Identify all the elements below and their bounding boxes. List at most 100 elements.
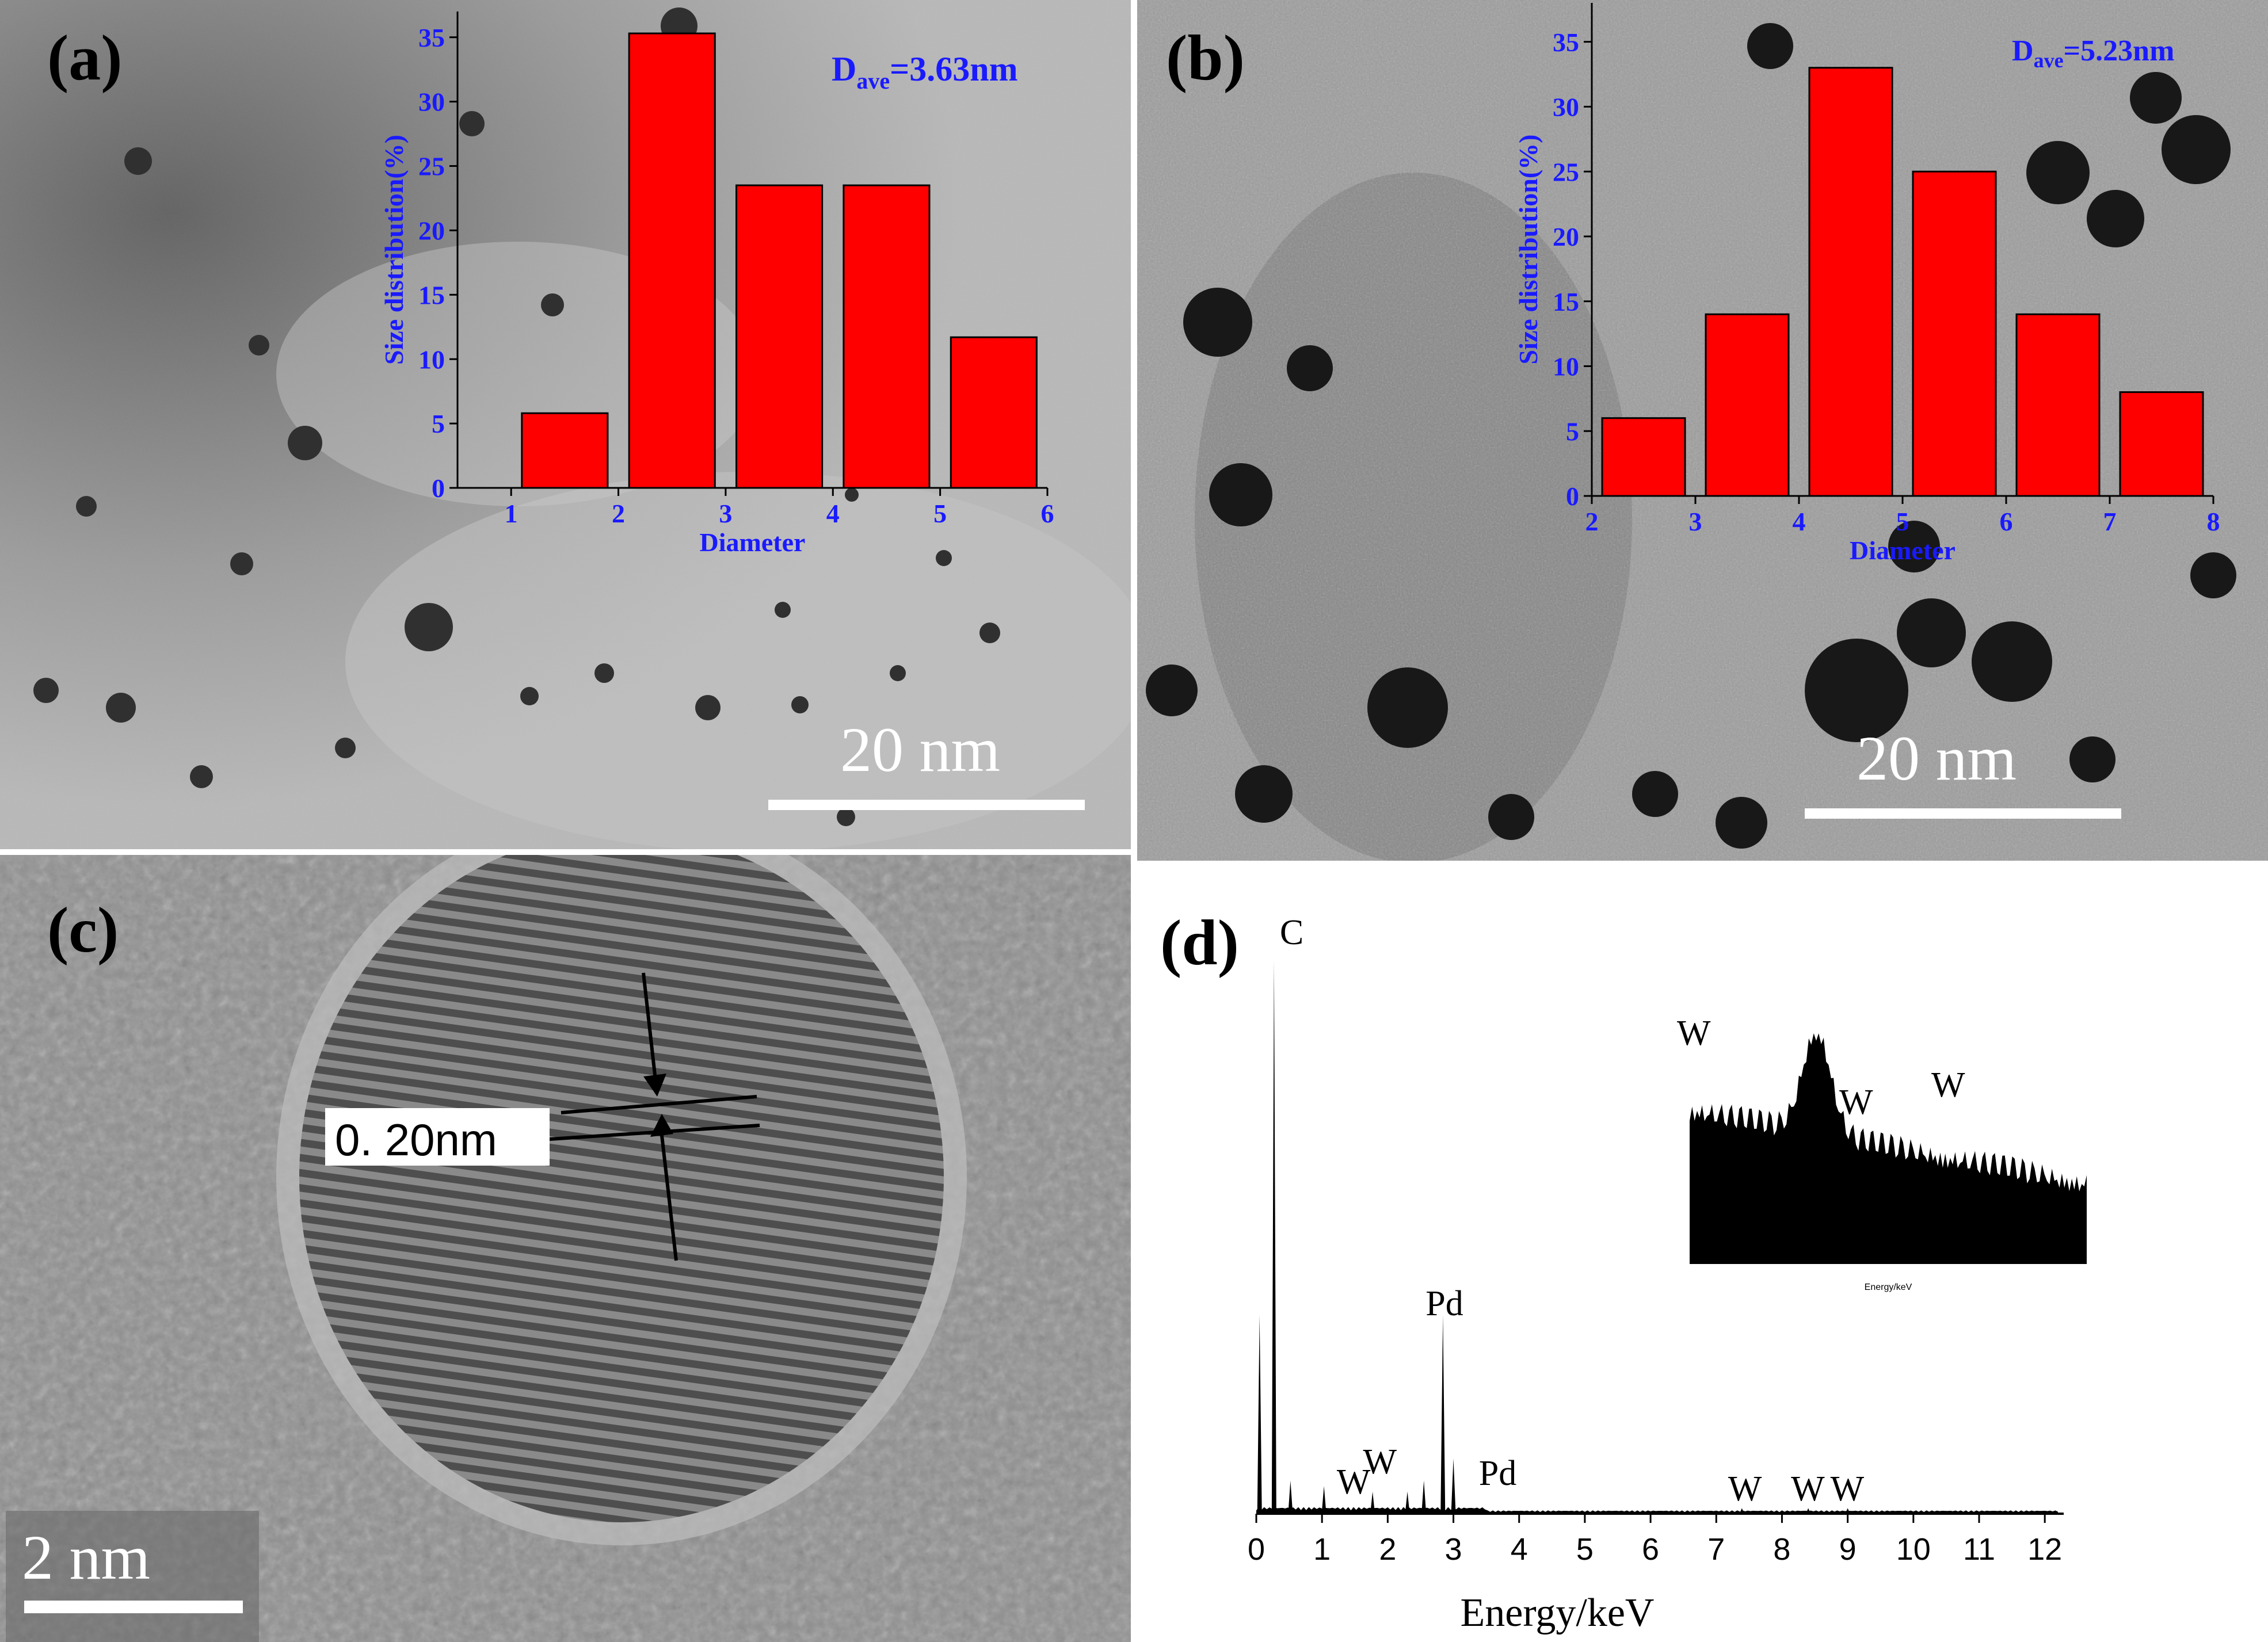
- panel-a: 1 2 3 4 5 6 0 5 10 15 20 25 30 35 Diameter Size distrib…: [0, 0, 1131, 849]
- scale-bar-backdrop: [6, 1511, 259, 1642]
- annotation-box: [325, 1108, 550, 1166]
- spectrum-peak: [1421, 1480, 1427, 1514]
- panel-b: 2 3 4 5 6 7 8 0 5 10 15 20 25 30 35 Diameter Size distri…: [1137, 0, 2268, 861]
- inset-peak-label: W: [1677, 1014, 1711, 1053]
- x-tick-label: 1: [1313, 1532, 1331, 1567]
- x-tick-label: 5: [1896, 507, 1909, 536]
- scale-bar-label: 2 nm: [22, 1522, 150, 1593]
- x-tick-label: 2: [1585, 507, 1599, 536]
- x-tick-label: 3: [1445, 1532, 1462, 1567]
- scale-bar: [1805, 808, 2121, 819]
- histogram-bar: [1912, 170, 1997, 497]
- histogram-bar: [2015, 313, 2101, 497]
- y-tick-label: 10: [418, 345, 445, 374]
- spectrum-peak: [1451, 1458, 1456, 1514]
- x-tick-label: 2: [612, 499, 625, 528]
- y-axis-label: Size distribution(%): [1514, 135, 1543, 365]
- peak-label: Pd: [1425, 1284, 1463, 1323]
- peak-label: Pd: [1479, 1454, 1516, 1493]
- x-tick-label: 9: [1839, 1532, 1857, 1567]
- inset-peak-label: W: [1931, 1066, 1965, 1105]
- y-tick-label: 15: [1553, 287, 1579, 316]
- spectrum-peak: [1405, 1491, 1410, 1514]
- y-tick-label: 10: [1553, 352, 1579, 381]
- spectrum-peak: [1288, 1480, 1293, 1514]
- lattice-fringes: [299, 855, 944, 1522]
- histogram-bar: [950, 336, 1038, 489]
- x-tick-label: 8: [2207, 507, 2220, 536]
- spectrum-peak: [1370, 1491, 1375, 1514]
- x-tick-label: 10: [1896, 1532, 1931, 1567]
- spectrum-peak: [1739, 1508, 1744, 1514]
- panel-c: 0. 20nm (c) 2 nm: [0, 855, 1131, 1642]
- y-tick-label: 5: [1566, 417, 1579, 446]
- x-tick-label: 3: [719, 499, 732, 528]
- y-tick-label: 30: [418, 87, 445, 117]
- inset-peak-label: W: [1839, 1083, 1873, 1122]
- arrow-heads: [643, 1074, 673, 1137]
- spectrum-peak: [1440, 1315, 1446, 1514]
- spectrum-peak: [1806, 1508, 1811, 1514]
- scale-bar-label: 20 nm: [840, 715, 1000, 785]
- histogram-bar: [1601, 417, 1686, 497]
- peak-label: W: [1363, 1442, 1397, 1481]
- y-tick-label: 25: [1553, 157, 1579, 186]
- y-tick-label: 30: [1553, 93, 1579, 122]
- x-tick-label: 1: [505, 499, 518, 528]
- y-tick-label: 0: [432, 473, 445, 503]
- peak-label: C: [1280, 913, 1303, 952]
- dave-label: Dave=3.63nm: [832, 50, 1018, 94]
- y-tick-label: 20: [1553, 222, 1579, 251]
- x-tick-label: 8: [1773, 1532, 1790, 1567]
- histogram-bar: [521, 412, 609, 489]
- x-tick-label: 2: [1379, 1532, 1396, 1567]
- scale-bar: [24, 1601, 243, 1613]
- spectrum-peak: [1257, 1315, 1262, 1514]
- x-tick-label: 7: [2103, 507, 2117, 536]
- x-axis-label: Diameter: [700, 528, 806, 557]
- peak-label: W: [1791, 1469, 1825, 1509]
- y-tick-label: 20: [418, 216, 445, 246]
- panel-label: (b): [1166, 22, 1245, 94]
- x-tick-label: 11: [1963, 1532, 1995, 1567]
- x-tick-label: 0: [1248, 1532, 1265, 1567]
- x-axis-label: Diameter: [1850, 536, 1956, 565]
- histogram-a: 1 2 3 4 5 6 0 5 10 15 20 25 30 35 Diameter Size distrib…: [379, 12, 1054, 557]
- histogram-bar: [1705, 313, 1790, 497]
- y-axis-label: Size distribution(%): [379, 135, 409, 365]
- scale-bar: [768, 800, 1085, 810]
- histogram-bar: [2119, 391, 2204, 497]
- panel-label: (d): [1160, 907, 1239, 979]
- x-tick-label: 12: [2027, 1532, 2062, 1567]
- x-tick-label: 6: [1041, 499, 1054, 528]
- y-tick-label: 0: [1566, 482, 1579, 511]
- panel-b-svg: 2 3 4 5 6 7 8 0 5 10 15 20 25 30 35 Diameter Size distri…: [1137, 0, 2268, 861]
- y-tick-label: 35: [1553, 28, 1579, 57]
- spectrum-peak: [1845, 1508, 1850, 1514]
- panel-label: (a): [47, 22, 123, 94]
- spectrum-baseline: [1256, 1507, 2058, 1514]
- d-spacing-label: 0. 20nm: [335, 1114, 497, 1165]
- inset-x-axis-label: Energy/keV: [1865, 1282, 1912, 1292]
- x-tick-label: 6: [1642, 1532, 1659, 1567]
- x-tick-label: 6: [2000, 507, 2013, 536]
- histogram-bar: [843, 184, 931, 489]
- d-spacing-marker: [540, 972, 760, 1261]
- panel-c-svg: 0. 20nm (c) 2 nm: [0, 855, 1131, 1642]
- peak-label: W: [1728, 1469, 1762, 1509]
- x-tick-label: 5: [1576, 1532, 1594, 1567]
- panel-a-svg: 1 2 3 4 5 6 0 5 10 15 20 25 30 35 Diameter Size distrib…: [0, 0, 1131, 849]
- x-axis-label: Energy/keV: [1461, 1591, 1655, 1635]
- y-tick-label: 15: [418, 280, 445, 310]
- histogram-bar: [628, 32, 716, 489]
- x-tick-label: 4: [1793, 507, 1806, 536]
- y-tick-label: 35: [418, 23, 445, 52]
- dave-label: Dave=5.23nm: [2012, 35, 2174, 72]
- peak-label: W: [1337, 1462, 1371, 1502]
- y-tick-label: 5: [432, 409, 445, 438]
- histogram-bar: [735, 184, 824, 489]
- panel-label: (c): [47, 895, 119, 966]
